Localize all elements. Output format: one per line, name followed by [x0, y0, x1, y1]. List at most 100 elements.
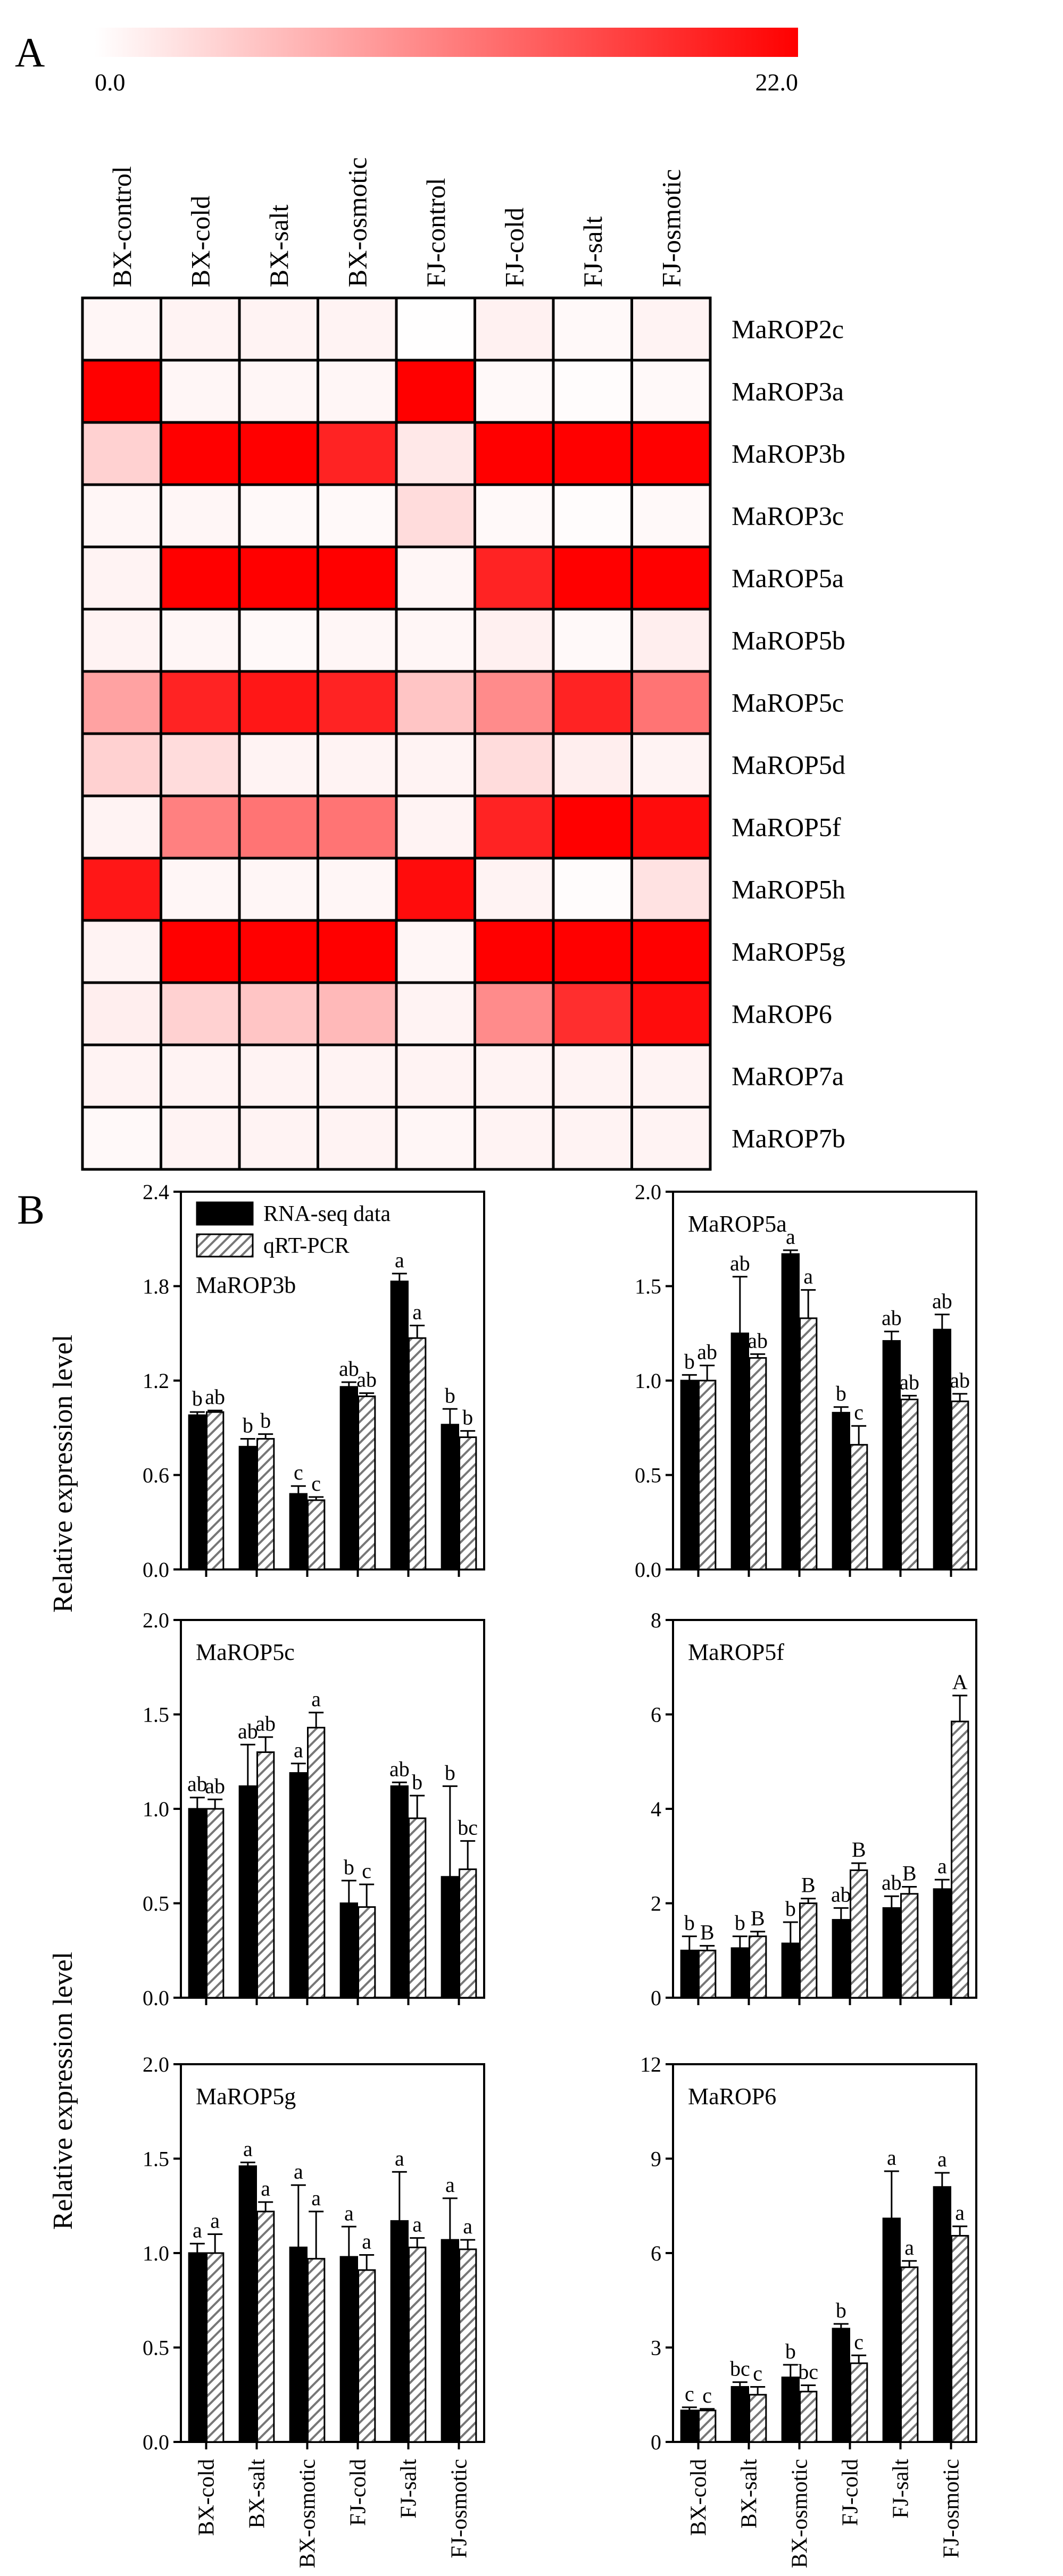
significance-label: a: [193, 2218, 202, 2242]
heatmap-cell: [81, 608, 162, 673]
bar-rnaseq: [933, 2186, 952, 2443]
heatmap-cell: [395, 670, 476, 735]
heatmap-cell: [552, 732, 633, 797]
heatmap-cell: [238, 919, 319, 984]
bar-qrtpcr: [951, 2234, 969, 2443]
heatmap-cell: [238, 981, 319, 1046]
heatmap-cell: [630, 296, 712, 362]
heatmap-cell: [81, 857, 162, 922]
significance-label: ab: [255, 1711, 276, 1735]
significance-label: b: [462, 1406, 473, 1430]
heatmap-cell: [395, 919, 476, 984]
bar-rnaseq: [882, 1907, 901, 1999]
heatmap-cell: [630, 421, 712, 486]
bar-rnaseq: [882, 1340, 901, 1570]
significance-label: a: [904, 2236, 914, 2259]
significance-label: b: [785, 2339, 796, 2363]
bar-qrtpcr: [749, 2394, 767, 2443]
bar-rnaseq: [730, 1947, 750, 1999]
bar-qrtpcr: [256, 2211, 275, 2443]
bar-qrtpcr: [749, 1357, 767, 1570]
y-tick-label: 0: [651, 2430, 661, 2454]
heatmap-cell: [81, 1106, 162, 1171]
y-tick-label: 1.0: [143, 2241, 169, 2265]
heatmap-row-label: MaROP5b: [732, 626, 845, 655]
heatmap-cell: [238, 857, 319, 922]
y-axis-label-row-1: Relative expression level: [48, 1335, 78, 1613]
bar-qrtpcr: [206, 1808, 225, 1999]
y-tick-label: 0.5: [143, 1892, 169, 1916]
bar-rnaseq: [238, 2165, 257, 2443]
y-tick-label: 1.0: [635, 1369, 661, 1393]
heatmap-cell: [474, 359, 555, 424]
chart-title: MaROP3b: [196, 1272, 296, 1298]
heatmap: BX-control BX-cold BX-salt BX-osmotic FJ-con…: [81, 157, 845, 1171]
bar-qrtpcr: [799, 1317, 818, 1570]
significance-label: a: [937, 1854, 947, 1878]
significance-label: c: [854, 2330, 863, 2354]
significance-label: b: [445, 1383, 455, 1407]
significance-label: a: [937, 2147, 947, 2171]
heatmap-column-label: BX-control: [107, 166, 137, 287]
heatmap-cell: [474, 857, 555, 922]
heatmap-cell: [81, 981, 162, 1046]
heatmap-cell: [238, 1043, 319, 1109]
color-scale-min-label: 0.0: [95, 69, 126, 96]
significance-label: B: [902, 1861, 917, 1885]
significance-label: a: [395, 1248, 404, 1272]
x-category-label: FJ-salt: [397, 2459, 421, 2519]
heatmap-cell: [238, 421, 319, 486]
heatmap-cell: [317, 857, 398, 922]
bar-qrtpcr: [850, 1444, 868, 1570]
bar-qrtpcr: [698, 1380, 717, 1570]
significance-label: a: [344, 2201, 354, 2225]
heatmap-row-label: MaROP3b: [732, 439, 845, 469]
significance-label: bc: [730, 2357, 750, 2381]
bar-qrtpcr: [358, 1395, 376, 1570]
legend-label: qRT-PCR: [263, 1234, 350, 1258]
bar-rnaseq: [289, 1493, 308, 1570]
heatmap-cell: [317, 732, 398, 797]
heatmap-cell: [630, 670, 712, 735]
significance-label: a: [445, 2173, 455, 2197]
y-tick-label: 3: [651, 2336, 661, 2360]
heatmap-column-label: BX-cold: [185, 196, 215, 287]
bar-rnaseq: [781, 1942, 800, 1999]
heatmap-cell: [317, 919, 398, 984]
heatmap-cell: [160, 919, 241, 984]
significance-label: ab: [831, 1882, 851, 1906]
heatmap-cell: [552, 981, 633, 1046]
heatmap-cell: [81, 421, 162, 486]
significance-label: ab: [932, 1289, 952, 1313]
bar-qrtpcr: [358, 1906, 376, 1999]
heatmap-row-label: MaROP3c: [732, 501, 844, 531]
heatmap-cell: [630, 483, 712, 549]
significance-label: a: [311, 1687, 321, 1711]
significance-label: ab: [339, 1357, 359, 1381]
heatmap-row-label: MaROP6: [732, 999, 832, 1029]
heatmap-cell: [630, 857, 712, 922]
y-tick-label: 1.5: [143, 2147, 169, 2171]
significance-label: ab: [899, 1370, 919, 1394]
heatmap-cell: [81, 296, 162, 362]
significance-label: c: [685, 2382, 694, 2406]
significance-label: b: [684, 1911, 695, 1935]
x-category-label: BX-cold: [687, 2459, 711, 2536]
heatmap-cell: [317, 421, 398, 486]
heatmap-cell: [395, 421, 476, 486]
heatmap-row-label: MaROP3a: [732, 377, 844, 406]
y-tick-label: 0.5: [635, 1464, 661, 1488]
heatmap-cell: [160, 1043, 241, 1109]
bar-qrtpcr: [850, 2362, 868, 2443]
heatmap-cell: [395, 794, 476, 860]
significance-label: b: [344, 1855, 354, 1879]
heatmap-cell: [395, 732, 476, 797]
heatmap-row-label: MaROP7a: [732, 1061, 844, 1091]
heatmap-cell: [395, 981, 476, 1046]
plot-frame: [180, 2063, 485, 2443]
heatmap-cell: [474, 545, 555, 611]
significance-label: ab: [356, 1368, 377, 1392]
plot-frame: [672, 1619, 977, 1999]
